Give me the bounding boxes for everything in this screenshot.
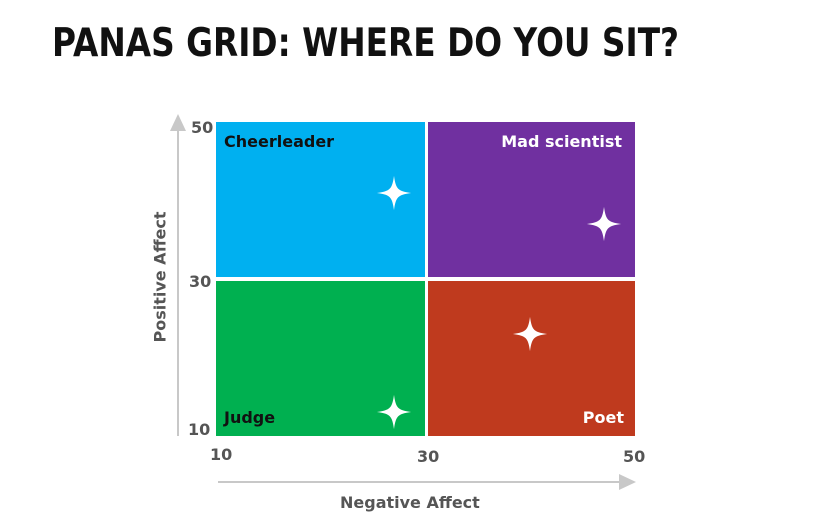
x-tick-30: 30 (417, 447, 440, 466)
star-mad-scientist-icon (586, 206, 621, 242)
star-poet-icon (513, 316, 548, 352)
quadrant-label-poet: Poet (582, 408, 624, 427)
y-tick-50: 50 (191, 118, 214, 137)
x-axis-arrowhead (619, 474, 636, 490)
quadrant-label-mad-scientist: Mad scientist (501, 132, 622, 151)
quadrant-cheerleader: Cheerleader (216, 122, 425, 277)
y-axis-title: Positive Affect (150, 211, 170, 343)
quadrant-label-cheerleader: Cheerleader (224, 132, 335, 151)
x-tick-10: 10 (210, 445, 233, 464)
x-axis-title: Negative Affect (340, 493, 480, 512)
quadrant-poet: Poet (428, 281, 635, 436)
quadrant-label-judge: Judge (224, 408, 276, 427)
y-axis-arrowhead (170, 114, 186, 131)
star-judge-icon (376, 395, 412, 430)
x-tick-50: 50 (623, 447, 646, 466)
star-cheerleader-icon (376, 175, 412, 210)
y-tick-30: 30 (189, 272, 212, 291)
y-tick-10: 10 (188, 420, 211, 439)
quadrant-mad-scientist: Mad scientist (428, 122, 635, 277)
page-title: PANAS GRID: WHERE DO YOU SIT? (52, 21, 680, 66)
